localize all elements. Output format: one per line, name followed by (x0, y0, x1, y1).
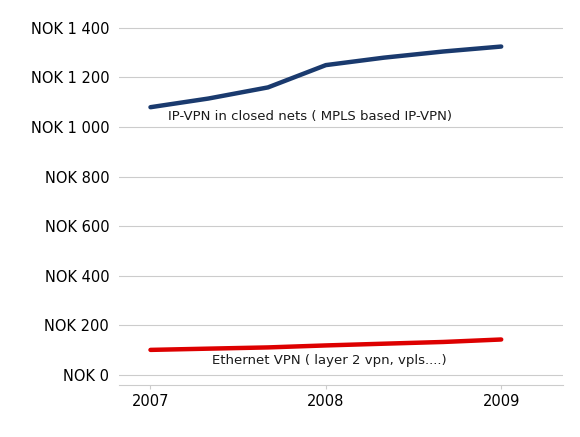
Text: IP-VPN in closed nets ( MPLS based IP-VPN): IP-VPN in closed nets ( MPLS based IP-VP… (168, 110, 452, 123)
Text: Ethernet VPN ( layer 2 vpn, vpls....): Ethernet VPN ( layer 2 vpn, vpls....) (212, 354, 447, 368)
